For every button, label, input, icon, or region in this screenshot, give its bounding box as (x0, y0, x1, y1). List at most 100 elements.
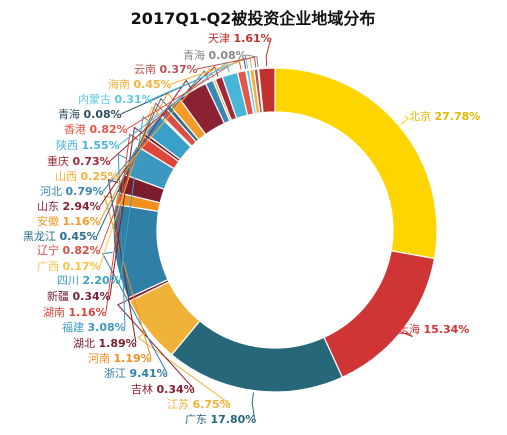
slice-label-1: 上海 15.34% (398, 322, 469, 336)
leader-line-6 (103, 195, 152, 359)
slice-label-value: 0.79% (66, 185, 104, 198)
leader-line-12 (99, 106, 160, 267)
leader-line-18 (117, 67, 214, 177)
leader-lines (96, 37, 413, 420)
slice-label-name: 辽宁 (37, 243, 63, 257)
slice-label-23: 内蒙古 0.31% (78, 92, 153, 106)
slice-label-value: 0.08% (209, 49, 247, 62)
slice-label-name: 海南 (108, 77, 134, 91)
slice-label-name: 河北 (40, 185, 66, 198)
slice-label-name: 湖北 (73, 337, 99, 350)
leader-line-11 (119, 115, 151, 281)
slice-label-5: 浙江 9.41% (104, 367, 168, 380)
chart-title: 2017Q1-Q2被投资企业地域分布 (131, 9, 376, 28)
slice-label-value: 1.16% (69, 306, 107, 319)
leader-line-0 (400, 115, 410, 126)
leader-line-17 (102, 70, 209, 192)
slice-label-name: 浙江 (104, 367, 130, 380)
leader-line-1 (393, 328, 413, 338)
slice-label-value: 27.78% (435, 110, 481, 123)
slice-label-0: 北京 27.78% (409, 109, 480, 123)
slice-1 (323, 250, 436, 379)
slice-label-name: 吉林 (131, 382, 157, 396)
slice-label-value: 0.08% (84, 108, 122, 121)
slice-label-3: 江苏 6.75% (167, 398, 231, 411)
slice-label-value: 3.08% (88, 321, 126, 334)
slice-label-value: 1.19% (114, 352, 152, 365)
slice-label-name: 安徽 (37, 214, 63, 228)
leader-line-14 (96, 97, 168, 237)
leader-line-26 (245, 54, 259, 67)
slice-label-4: 吉林 0.34% (131, 382, 195, 396)
slice-label-17: 河北 0.79% (40, 185, 104, 198)
slice-label-15: 安徽 1.16% (37, 214, 101, 228)
slice-label-value: 0.82% (63, 244, 101, 257)
slice-label-name: 内蒙古 (78, 92, 115, 106)
leader-line-25 (196, 56, 257, 70)
slice-label-2: 广东 17.80% (185, 413, 256, 426)
leader-line-2 (251, 392, 256, 420)
slice-label-value: 0.82% (90, 123, 128, 136)
slice-2 (170, 320, 344, 393)
slice-27 (257, 67, 276, 114)
slice-label-18: 山西 0.25% (55, 170, 119, 183)
slice-label-value: 2.20% (83, 274, 121, 287)
slice-label-name: 山东 (37, 200, 63, 213)
slice-label-value: 2.94% (63, 200, 101, 213)
leader-line-8 (117, 153, 128, 328)
slice-label-name: 青海 (183, 48, 209, 62)
slice-label-name: 河南 (88, 352, 114, 365)
slice-label-name: 广西 (37, 260, 63, 273)
slice-label-value: 0.25% (81, 170, 119, 183)
slice-label-name: 广东 (185, 413, 211, 426)
slice-label-value: 0.17% (63, 260, 101, 273)
slice-label-value: 0.37% (160, 63, 198, 76)
slice-label-name: 江苏 (167, 398, 193, 411)
slice-label-value: 1.16% (63, 215, 101, 228)
slice-label-22: 青海 0.08% (58, 107, 122, 121)
slice-label-value: 0.34% (157, 383, 195, 396)
leader-line-27 (265, 37, 272, 67)
slice-label-name: 福建 (62, 320, 88, 334)
slice-label-value: 1.55% (82, 139, 120, 152)
slice-label-name: 北京 (409, 109, 435, 123)
slice-label-16: 山东 2.94% (37, 200, 101, 213)
slice-label-21: 香港 0.82% (64, 123, 128, 136)
slice-label-name: 陕西 (56, 138, 82, 152)
slice-label-11: 四川 2.20% (57, 274, 121, 287)
slice-label-12: 广西 0.17% (37, 260, 101, 273)
slice-label-8: 福建 3.08% (62, 320, 126, 334)
slice-labels: 北京 27.78% 上海 15.34% 广东 17.80% 江苏 6.75% 吉林 0.… (23, 32, 480, 426)
slice-label-name: 云南 (134, 63, 160, 76)
slice-label-value: 0.45% (134, 78, 172, 91)
slice-label-24: 海南 0.45% (108, 77, 172, 91)
slice-label-20: 陕西 1.55% (56, 138, 120, 152)
slice-label-name: 新疆 (47, 289, 73, 303)
slice-label-value: 1.61% (234, 32, 272, 45)
slice-label-name: 山西 (55, 170, 81, 183)
slice-label-name: 天津 (208, 32, 234, 45)
slice-label-value: 0.34% (73, 290, 111, 303)
leader-line-10 (109, 126, 143, 297)
slice-label-name: 青海 (58, 107, 84, 121)
leader-line-21 (126, 58, 242, 130)
slice-label-name: 重庆 (47, 154, 73, 168)
slice-label-name: 湖南 (43, 306, 69, 319)
leader-line-7 (107, 178, 137, 344)
slice-label-value: 1.89% (99, 337, 137, 350)
slice-label-value: 0.31% (115, 93, 153, 106)
slice-label-name: 上海 (398, 322, 424, 336)
slice-label-value: 0.73% (73, 155, 111, 168)
slice-label-10: 新疆 0.34% (47, 289, 111, 303)
slice-label-25: 云南 0.37% (134, 63, 198, 76)
slice-label-value: 17.80% (211, 413, 257, 426)
slice-label-19: 重庆 0.73% (47, 154, 111, 168)
slice-label-value: 0.45% (60, 230, 98, 243)
leader-line-5 (101, 251, 168, 374)
slice-label-27: 天津 1.61% (208, 32, 272, 45)
slice-0 (274, 67, 438, 260)
slice-label-7: 湖北 1.89% (73, 337, 137, 350)
leader-line-23 (151, 57, 249, 100)
slice-label-value: 9.41% (130, 367, 168, 380)
